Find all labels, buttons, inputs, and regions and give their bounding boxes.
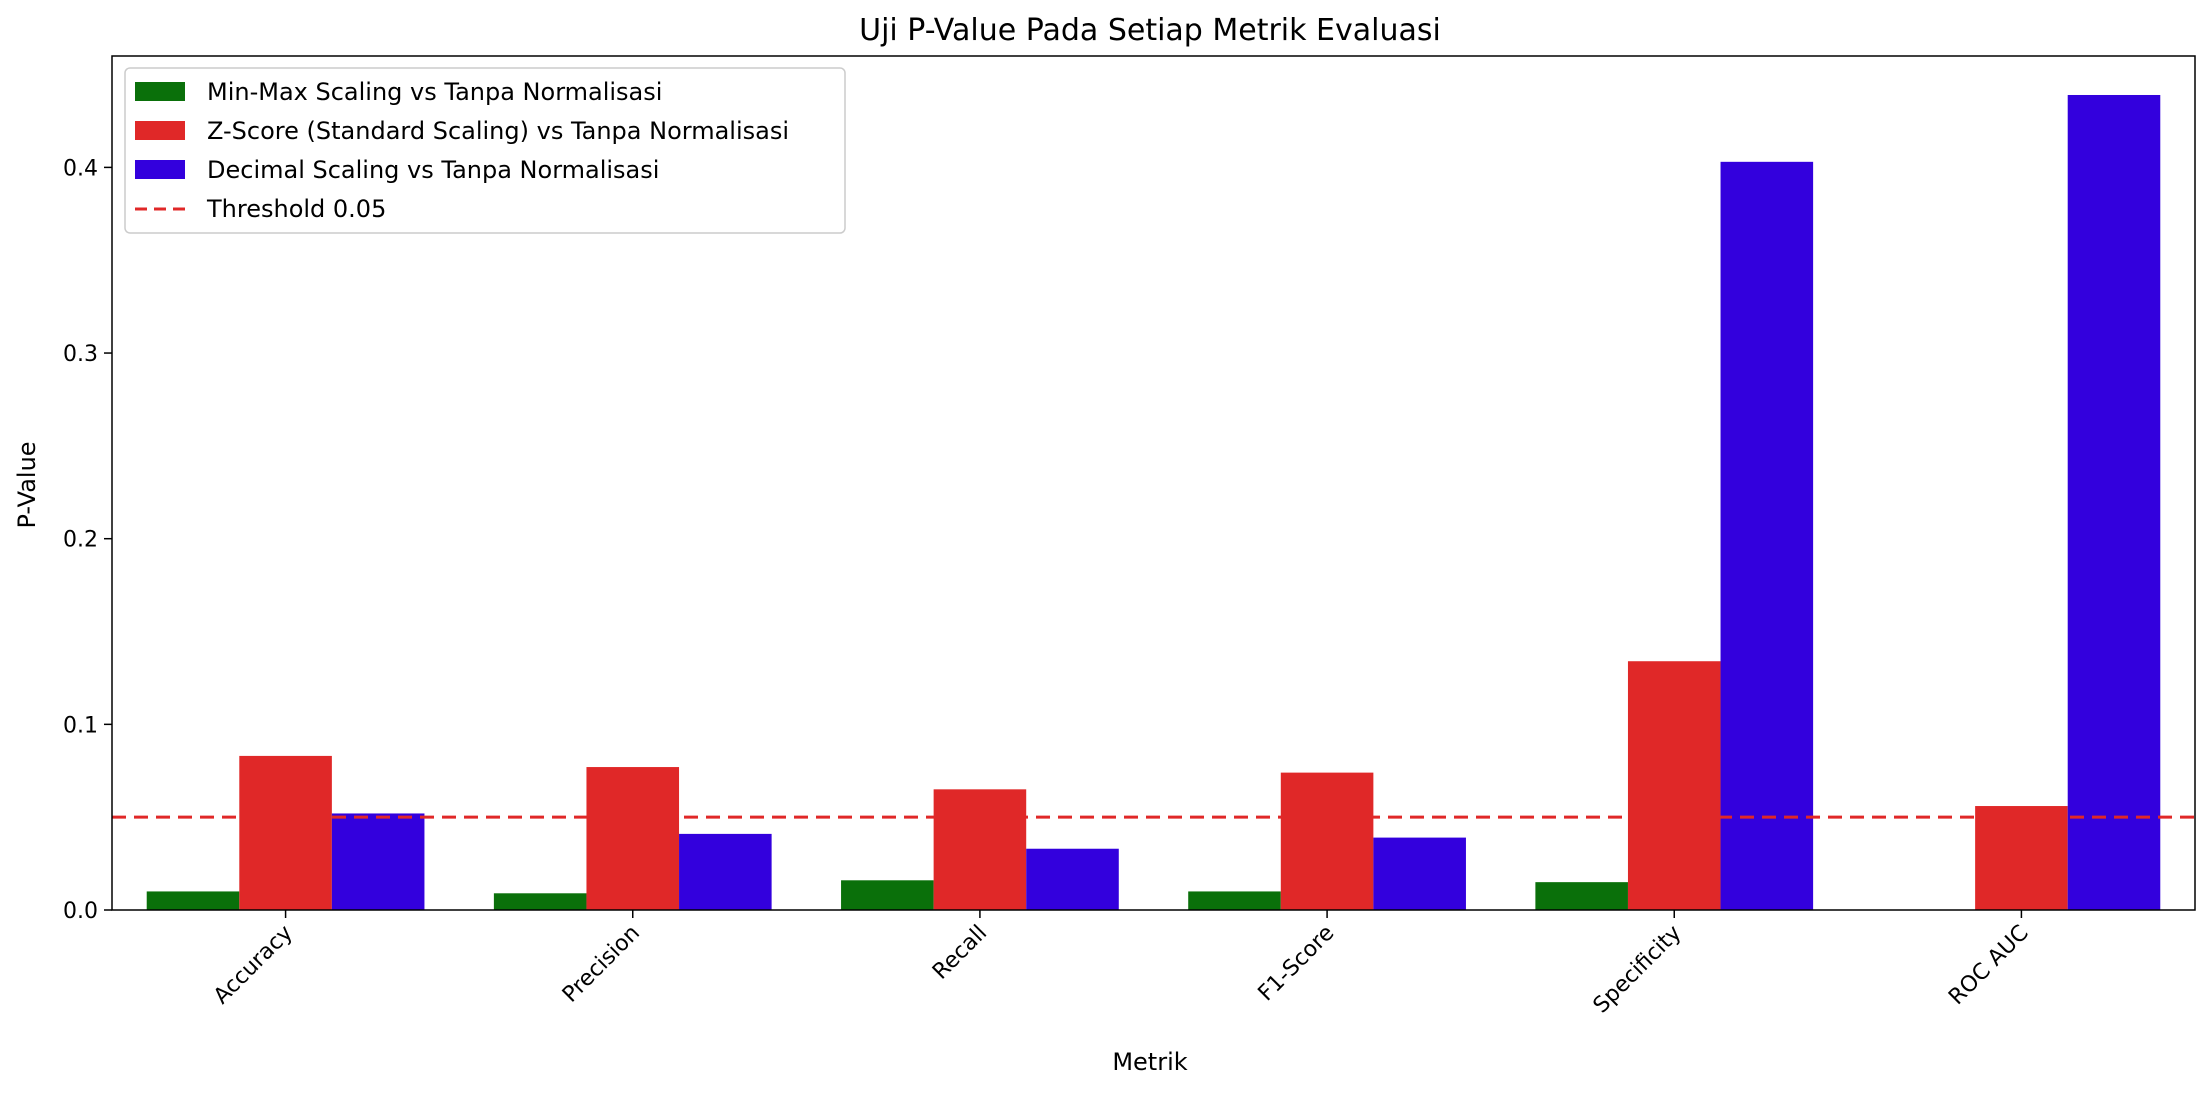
legend-label: Decimal Scaling vs Tanpa Normalisasi: [207, 156, 659, 184]
legend-label: Min-Max Scaling vs Tanpa Normalisasi: [207, 78, 662, 106]
legend-box: [124, 67, 846, 234]
bar: [1280, 772, 1374, 910]
legend-swatch: [135, 82, 185, 101]
y-axis-label: P-Value: [13, 441, 41, 528]
bar: [1188, 891, 1281, 910]
legend-label: Threshold 0.05: [206, 195, 386, 223]
y-tick-label: 0.1: [63, 713, 98, 738]
bar: [2067, 94, 2161, 911]
y-tick-label: 0.4: [63, 156, 98, 181]
x-tick-label: Accuracy: [209, 921, 298, 1010]
bar: [331, 813, 425, 910]
plot-frame: [111, 55, 2196, 911]
x-tick-label: F1-Score: [1254, 921, 1340, 1007]
bar: [586, 767, 680, 910]
y-tick-label: 0.2: [63, 528, 98, 553]
bar: [1373, 837, 1466, 910]
legend-label: Z-Score (Standard Scaling) vs Tanpa Norm…: [207, 117, 789, 145]
x-tick-label: Recall: [928, 921, 992, 985]
bar: [239, 755, 332, 910]
bar: [146, 891, 240, 910]
bar: [1720, 161, 1814, 911]
legend: Min-Max Scaling vs Tanpa Normalisasi Z-Sc…: [124, 67, 846, 234]
bar: [933, 789, 1027, 910]
x-tick-label: Precision: [558, 921, 645, 1008]
x-tick-label: ROC AUC: [1944, 921, 2033, 1010]
x-axis-label: Metrik: [1112, 1048, 1187, 1076]
bar: [493, 893, 587, 910]
y-tick-label: 0.3: [63, 342, 98, 367]
legend-swatch: [135, 160, 185, 179]
bar: [1975, 806, 2068, 910]
bar: [1535, 882, 1628, 910]
bar: [841, 880, 934, 910]
legend-swatch: [135, 121, 185, 140]
bars-group: [146, 94, 2161, 911]
bar: [679, 833, 772, 910]
y-tick-label: 0.0: [63, 899, 98, 924]
bar: [1026, 848, 1119, 910]
x-tick-label: Specificity: [1589, 921, 1687, 1019]
chart-title: Uji P-Value Pada Setiap Metrik Evaluasi: [859, 13, 1441, 48]
x-ticks-group: Accuracy Precision Recall F1-Score Specifici…: [209, 910, 2034, 1018]
bar: [1627, 661, 1721, 910]
y-ticks-group: 0.0 0.1 0.2 0.3 0.4: [63, 156, 112, 924]
